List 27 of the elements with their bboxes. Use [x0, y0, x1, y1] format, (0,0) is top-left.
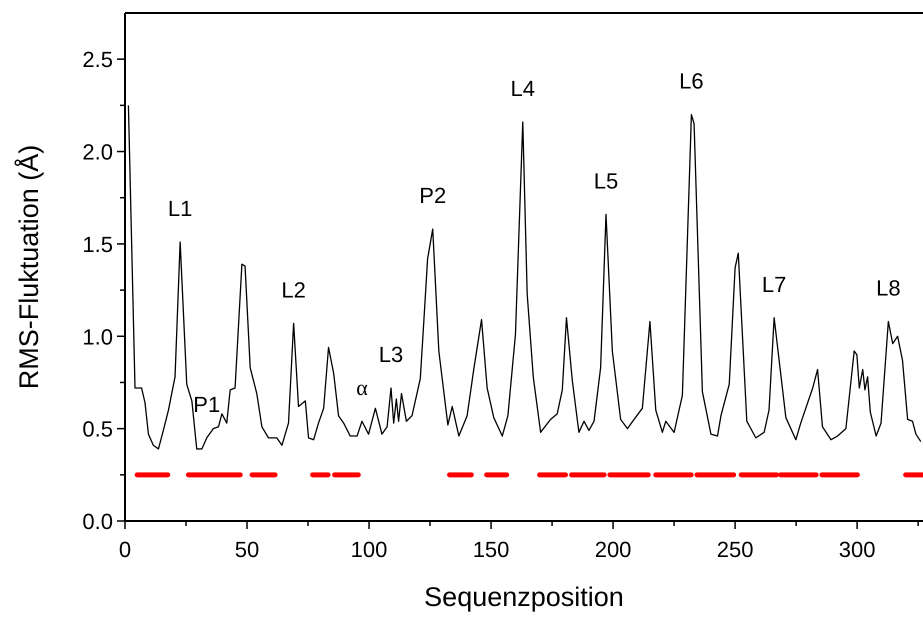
x-tick-label: 50	[234, 537, 260, 562]
annotation: L7	[762, 272, 786, 297]
annotation: L2	[281, 277, 306, 302]
annotation: P1	[193, 392, 220, 417]
annotation: L1	[168, 196, 192, 222]
x-tick-label: 0	[118, 537, 132, 562]
y-tick-label: 0.0	[82, 509, 113, 534]
y-tick-label: 0.5	[82, 416, 113, 442]
x-tick-label: 200	[594, 537, 632, 562]
y-tick-label: 1.0	[82, 324, 113, 350]
line-series	[128, 104, 922, 450]
y-tick-label: 1.5	[82, 232, 113, 257]
annotation: L6	[679, 68, 704, 94]
annotation: L5	[594, 168, 618, 194]
annotation: L3	[378, 342, 404, 367]
y-axis-title: RMS-Fluktuation (Å)	[14, 144, 44, 390]
x-tick-label: 250	[716, 537, 754, 562]
x-tick-label: 100	[350, 537, 388, 562]
x-tick-label: 150	[472, 537, 510, 562]
y-tick-label: 2.0	[82, 140, 113, 165]
y-tick-label: 2.5	[82, 47, 113, 72]
annotation: α	[356, 375, 368, 400]
annotation: P2	[419, 183, 446, 208]
x-tick-label: 300	[838, 537, 876, 562]
annotation: L4	[510, 76, 536, 101]
x-axis-title: Sequenzposition	[424, 582, 624, 612]
annotation: L8	[876, 275, 901, 300]
